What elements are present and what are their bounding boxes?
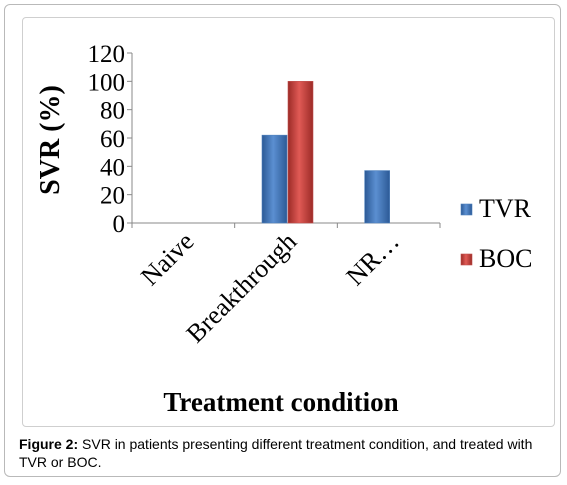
bar-tvr-1 — [261, 134, 288, 224]
legend-label-boc: BOC — [479, 244, 532, 273]
x-category-label: Breakthrough — [181, 227, 303, 349]
caption-text: SVR in patients presenting different tre… — [19, 436, 533, 470]
bar-tvr-2 — [364, 170, 390, 224]
y-tick-label: 60 — [100, 126, 125, 153]
figure-caption: Figure 2: SVR in patients presenting dif… — [19, 435, 559, 471]
x-axis-title: Treatment condition — [163, 387, 398, 417]
caption-label: Figure 2: — [19, 436, 79, 452]
bar-boc-1 — [287, 81, 314, 224]
x-category-label: NR… — [340, 227, 404, 291]
figure-frame: 0 20 40 60 80 100 120 Naive Breakthrough NR… SVR (… — [4, 4, 561, 477]
legend-swatch-boc — [460, 253, 473, 266]
y-tick-label: 120 — [88, 41, 126, 68]
chart-area: 0 20 40 60 80 100 120 Naive Breakthrough NR… SVR (… — [22, 17, 555, 427]
y-tick-label: 0 — [113, 211, 126, 238]
y-tick-label: 100 — [88, 69, 126, 96]
legend-label-tvr: TVR — [479, 194, 532, 223]
y-tick-label: 20 — [100, 183, 125, 210]
x-category-label: Naive — [135, 227, 199, 291]
legend-swatch-tvr — [460, 203, 473, 216]
y-axis-title: SVR (%) — [35, 85, 66, 195]
y-tick-label: 80 — [100, 98, 125, 125]
y-tick-label: 40 — [100, 154, 125, 181]
